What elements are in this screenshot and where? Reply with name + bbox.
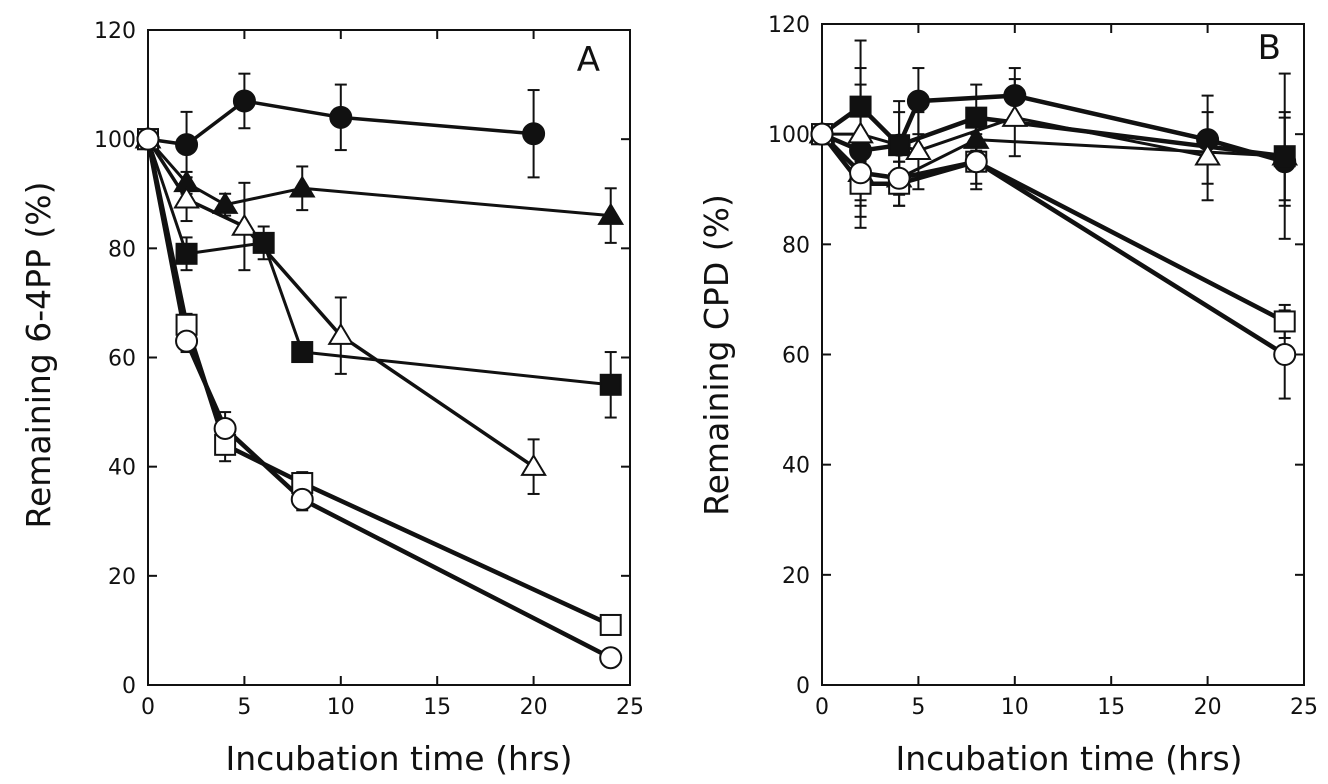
panel-a-xtick-label: 5 xyxy=(237,695,251,720)
panel-a-point-open-circle xyxy=(290,487,314,511)
panel-b-point-open-triangle xyxy=(1001,104,1029,127)
panel-b-point-filled-square xyxy=(849,95,872,118)
panel-a-point-filled-square xyxy=(252,231,275,254)
panel-b-point-filled-circle xyxy=(1003,84,1027,108)
panel-a-ytick-label: 40 xyxy=(108,456,136,481)
panel-a-point-filled-circle xyxy=(329,105,353,129)
panel-b-ylabel: Remaining CPD (%) xyxy=(697,194,736,516)
panel-b-letter: B xyxy=(1258,28,1281,68)
panel-a-ytick-label: 80 xyxy=(108,237,136,262)
panel-a-ytick-label: 0 xyxy=(122,674,136,699)
panel-b-frame xyxy=(821,23,1305,686)
panel-a-point-open-triangle xyxy=(173,186,200,209)
panel-a-point-filled-triangle xyxy=(288,175,316,198)
panel-a-xtick-label: 25 xyxy=(616,695,644,720)
panel-a-point-open-circle xyxy=(136,127,160,151)
panel-a-point-filled-square xyxy=(599,373,622,396)
panel-b-xlabel: Incubation time (hrs) xyxy=(895,739,1242,778)
panel-b-ytick-label: 60 xyxy=(782,344,810,369)
panel-b-point-open-circle xyxy=(964,150,988,174)
panel-a-series-open-circle-line xyxy=(145,138,612,660)
panel-b-series-open-circle-line xyxy=(820,132,1286,357)
panel-b-point-open-triangle xyxy=(905,137,932,160)
panel-a-frame xyxy=(147,29,631,686)
panel-b-ytick-label: 100 xyxy=(768,123,810,148)
panel-a-point-open-triangle xyxy=(520,453,547,476)
panel-a-ytick-label: 60 xyxy=(108,347,136,372)
panel-b-point-filled-triangle xyxy=(962,126,990,149)
panel-b-point-open-square xyxy=(1273,310,1296,333)
panel-a-point-open-circle xyxy=(175,329,199,353)
panel-b-point-filled-square xyxy=(965,106,988,129)
panel-b-point-open-circle xyxy=(1273,343,1297,366)
panel-a-point-open-circle xyxy=(213,416,237,440)
panel-b-ytick-label: 80 xyxy=(782,233,810,258)
panel-a-xtick-label: 20 xyxy=(520,695,548,720)
panel-a-point-open-square xyxy=(599,613,622,636)
panel-a-xtick-label: 15 xyxy=(423,695,451,720)
panel-b-ytick-label: 20 xyxy=(782,564,810,589)
panel-b-point-open-circle xyxy=(849,161,873,185)
panel-b-xtick-label: 25 xyxy=(1290,695,1318,720)
panel-b-ytick-label: 120 xyxy=(768,13,810,38)
panel-a-xtick-label: 10 xyxy=(327,695,355,720)
panel-b-ytick-label: 0 xyxy=(796,674,810,699)
panel-b: B Incubation time (hrs) Remaining CPD (%… xyxy=(697,13,1318,778)
panel-b-point-open-triangle xyxy=(1194,143,1221,166)
panel-b-point-filled-square xyxy=(888,134,911,157)
panel-a-ytick-label: 20 xyxy=(108,565,136,590)
panel-a-xlabel: Incubation time (hrs) xyxy=(225,739,572,778)
panel-a-ylabel: Remaining 6-4PP (%) xyxy=(19,181,58,528)
panel-a-point-filled-circle xyxy=(175,133,199,157)
panel-b-point-open-circle xyxy=(810,122,834,146)
panel-a: A Incubation time (hrs) Remaining 6-4PP … xyxy=(19,19,644,778)
panel-a-letter: A xyxy=(577,40,600,80)
panel-a-xtick-label: 0 xyxy=(141,695,155,720)
panel-a-point-open-circle xyxy=(599,646,623,670)
panel-b-xtick-label: 20 xyxy=(1194,695,1222,720)
panel-a-series-filled-square-line xyxy=(146,138,611,387)
panel-b-xtick-label: 15 xyxy=(1097,695,1125,720)
panel-b-point-open-triangle xyxy=(847,121,874,144)
panel-a-series-filled-triangle-line xyxy=(146,138,611,218)
panel-a-point-filled-square xyxy=(291,341,314,364)
panel-b-ytick-label: 40 xyxy=(782,454,810,479)
panel-b-point-filled-triangle xyxy=(1271,143,1299,166)
panel-a-point-filled-triangle xyxy=(597,202,625,225)
panel-a-point-filled-circle xyxy=(522,122,546,146)
panel-b-point-filled-circle xyxy=(906,89,930,113)
panel-b-xtick-label: 0 xyxy=(815,695,829,720)
panel-b-point-open-circle xyxy=(887,166,911,190)
panel-a-point-open-triangle xyxy=(327,322,355,345)
panel-a-point-filled-square xyxy=(175,242,198,265)
panel-a-ytick-label: 120 xyxy=(94,19,136,44)
panel-b-xtick-label: 10 xyxy=(1001,695,1029,720)
panel-b-xtick-label: 5 xyxy=(911,695,925,720)
panel-a-ytick-label: 100 xyxy=(94,128,136,153)
panel-a-point-open-triangle xyxy=(231,213,258,236)
panel-a-point-filled-circle xyxy=(232,89,256,113)
panel-a-point-filled-triangle xyxy=(211,191,239,214)
